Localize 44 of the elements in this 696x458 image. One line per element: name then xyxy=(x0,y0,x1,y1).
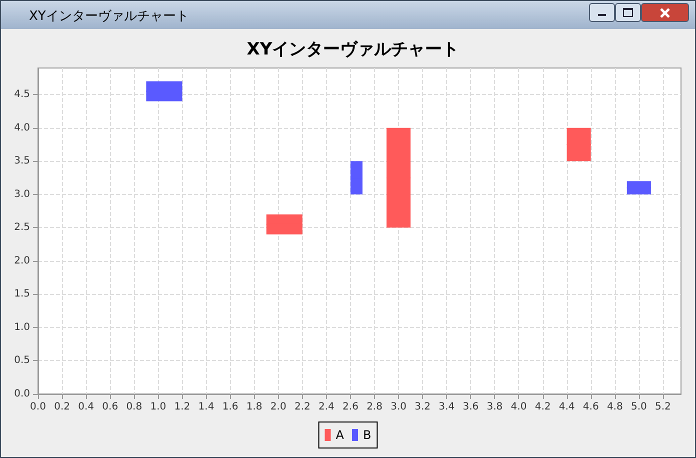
x-tick-label: 4.8 xyxy=(606,402,623,412)
chart-title: XYインターヴァルチャート xyxy=(246,40,460,60)
y-tick-label: 2.0 xyxy=(14,255,30,266)
bar xyxy=(386,128,411,228)
y-tick-label: 2.5 xyxy=(14,222,30,234)
y-tick-label: 4.5 xyxy=(14,89,30,100)
x-tick-label: 4.4 xyxy=(558,402,575,412)
x-tick-label: 3.0 xyxy=(390,402,407,412)
y-tick-label: 4.0 xyxy=(14,122,30,134)
x-tick-label: 2.8 xyxy=(366,402,382,412)
x-tick-label: 1.2 xyxy=(174,402,190,412)
x-tick-label: 0.2 xyxy=(54,402,70,412)
legend-label: A xyxy=(336,428,345,442)
x-tick-label: 4.0 xyxy=(510,402,527,412)
x-tick-label: 2.6 xyxy=(342,402,358,412)
x-tick-label: 1.6 xyxy=(222,402,238,412)
y-tick-label: 1.0 xyxy=(14,322,30,333)
y-tick-label: 0.5 xyxy=(14,355,30,366)
x-tick-label: 5.2 xyxy=(655,402,671,412)
text: XYインターヴァルチャート xyxy=(29,8,189,25)
x-tick-label: 4.6 xyxy=(582,402,599,412)
x-tick-label: 3.8 xyxy=(486,402,503,412)
x-tick-label: 5.0 xyxy=(630,402,647,412)
bar xyxy=(626,181,651,194)
x-tick-label: 2.4 xyxy=(318,402,334,412)
y-tick-label: 3.0 xyxy=(14,188,30,200)
y-tick-label: 3.5 xyxy=(14,156,30,167)
x-tick-label: 4.2 xyxy=(534,402,551,412)
x-tick-label: 1.0 xyxy=(150,402,166,412)
x-tick-label: 0.0 xyxy=(30,402,46,412)
x-tick-label: 1.4 xyxy=(198,402,214,412)
x-tick-label: 0.6 xyxy=(102,402,118,412)
x-tick-label: 3.2 xyxy=(414,402,431,412)
x-tick-label: 3.6 xyxy=(462,402,479,412)
y-tick-label: 0.0 xyxy=(14,388,30,400)
x-tick-label: 1.8 xyxy=(246,402,262,412)
bar xyxy=(566,128,591,162)
legend-label: B xyxy=(362,428,372,442)
x-tick-label: 2.0 xyxy=(270,402,286,412)
x-tick-label: 3.4 xyxy=(438,402,455,412)
y-tick-label: 1.5 xyxy=(14,288,30,300)
x-tick-label: 0.4 xyxy=(78,402,94,412)
x-tick-label: 0.8 xyxy=(126,402,142,412)
x-tick-label: 2.2 xyxy=(294,402,310,412)
